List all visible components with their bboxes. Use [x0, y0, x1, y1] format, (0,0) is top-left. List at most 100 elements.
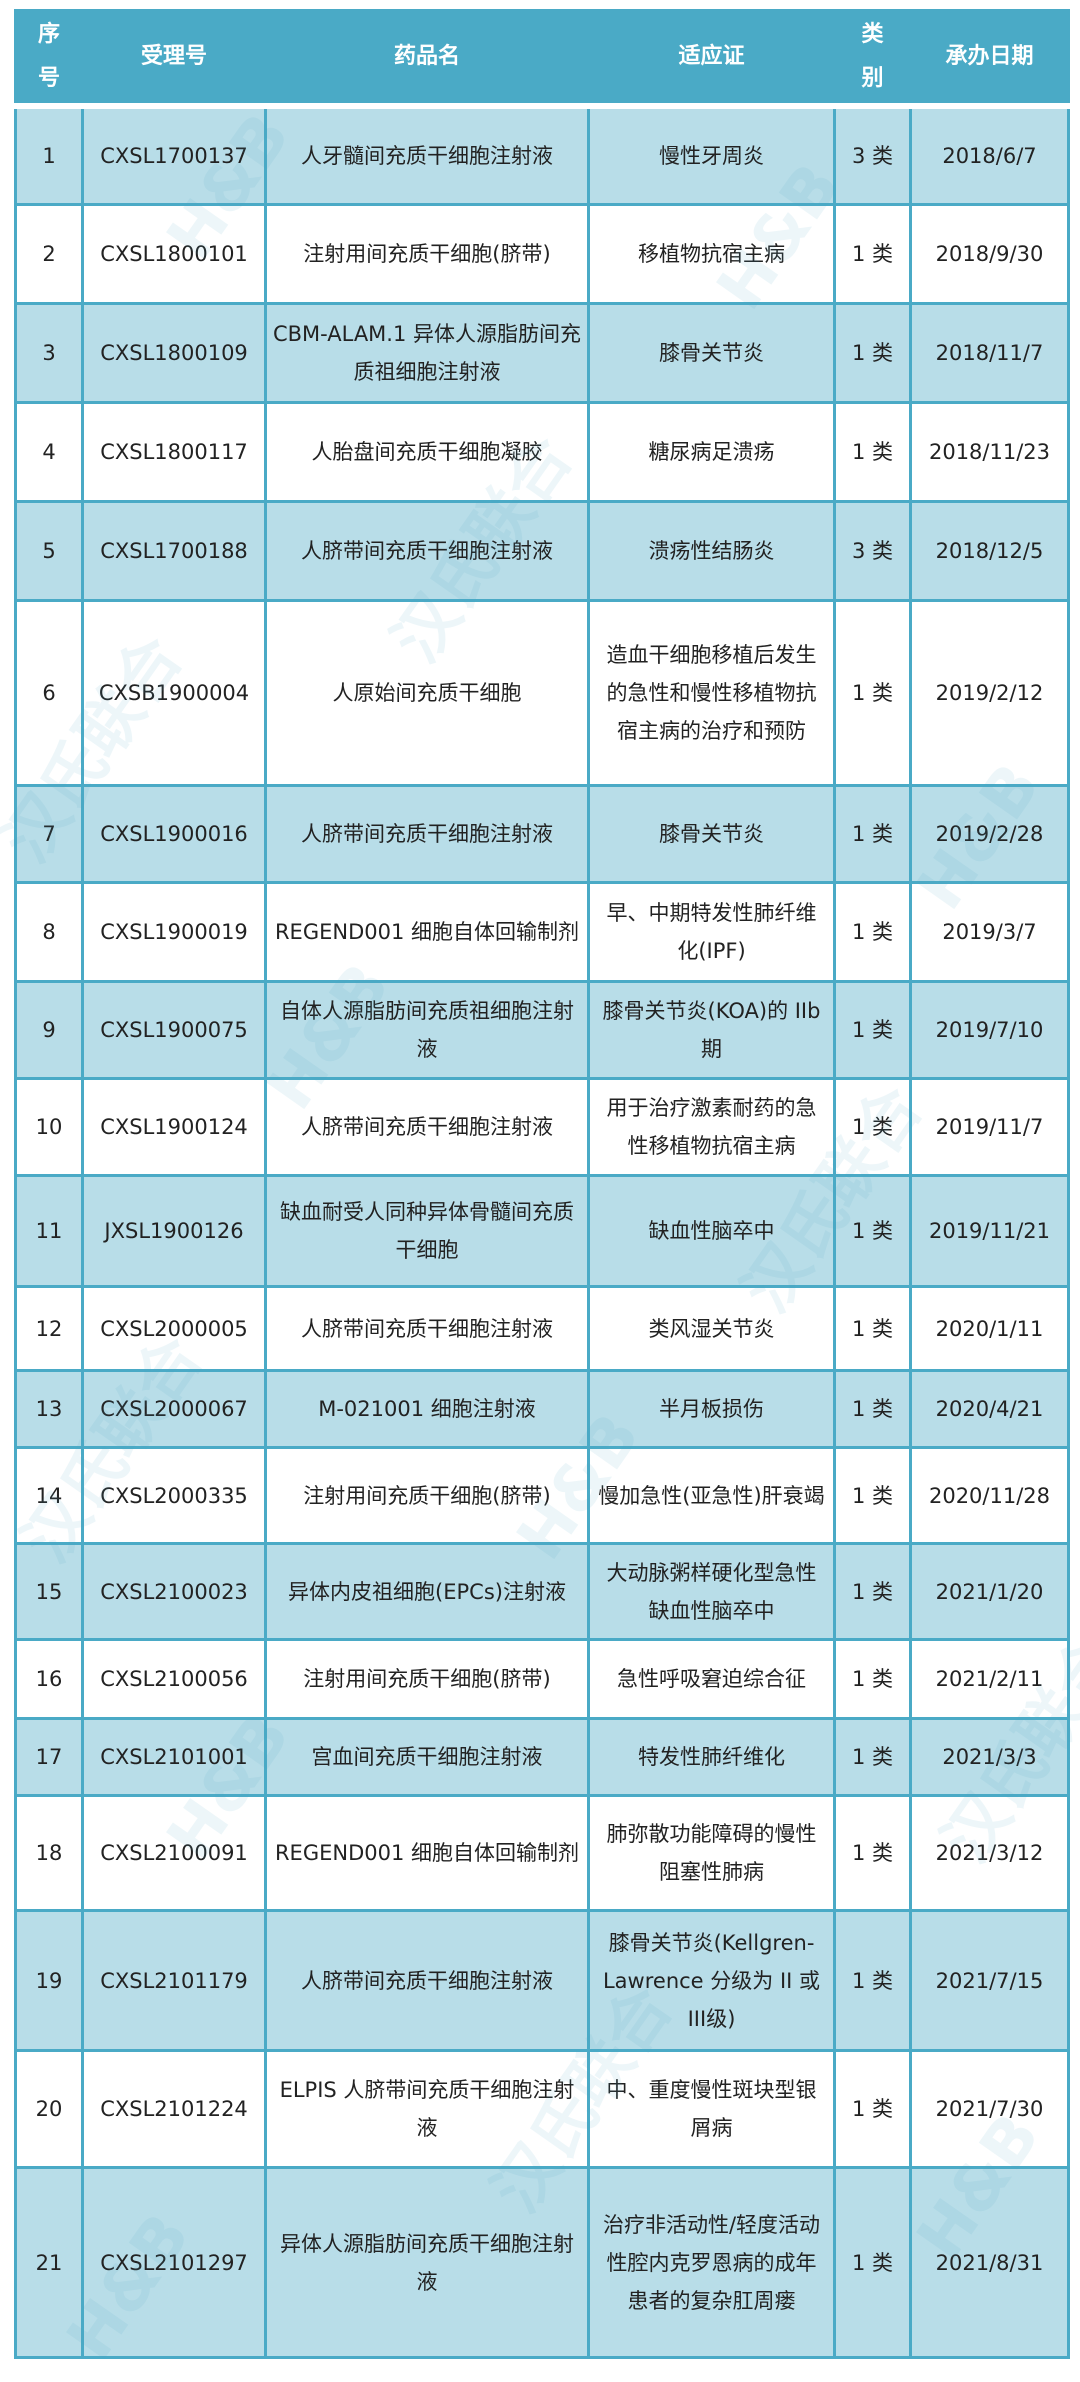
drug-name-cell: 人脐带间充质干细胞注射液 [264, 784, 590, 884]
row-index-cell: 10 [14, 1077, 84, 1177]
row-index-cell: 9 [14, 980, 84, 1080]
category-cell: 1 类 [833, 1369, 912, 1449]
date-cell: 2019/7/10 [909, 980, 1070, 1080]
date-cell: 2021/3/12 [909, 1794, 1070, 1912]
drug-name-cell: 注射用间充质干细胞(脐带) [264, 1638, 590, 1720]
acceptance-no-cell: CXSL2101224 [81, 2049, 267, 2169]
header-category: 类别 [833, 9, 912, 109]
date-cell: 2019/2/28 [909, 784, 1070, 884]
row-index-cell: 20 [14, 2049, 84, 2169]
acceptance-no-cell: CXSL1900124 [81, 1077, 267, 1177]
indication-cell: 类风湿关节炎 [587, 1285, 836, 1372]
drug-name-cell: 注射用间充质干细胞(脐带) [264, 1446, 590, 1545]
indication-cell: 用于治疗激素耐药的急性移植物抗宿主病 [587, 1077, 836, 1177]
row-index-cell: 5 [14, 500, 84, 602]
acceptance-no-cell: CXSL2100056 [81, 1638, 267, 1720]
acceptance-no-cell: CXSL1700137 [81, 104, 267, 206]
row-index-cell: 15 [14, 1542, 84, 1641]
table-row: 15 CXSL2100023 异体内皮祖细胞(EPCs)注射液 大动脉粥样硬化型急性缺… [14, 1542, 1070, 1641]
drug-name-cell: 宫血间充质干细胞注射液 [264, 1717, 590, 1797]
drug-name-cell: 异体内皮祖细胞(EPCs)注射液 [264, 1542, 590, 1641]
acceptance-no-cell: CXSL2101001 [81, 1717, 267, 1797]
date-cell: 2019/3/7 [909, 881, 1070, 983]
indication-cell: 糖尿病足溃疡 [587, 401, 836, 503]
indication-cell: 半月板损伤 [587, 1369, 836, 1449]
category-cell: 1 类 [833, 1077, 912, 1177]
category-cell: 1 类 [833, 2049, 912, 2169]
category-cell: 1 类 [833, 881, 912, 983]
drug-registration-table: 序号 受理号 药品名 适应证 类别 承办日期 1 CXSL1700137 人牙髓间充… [14, 9, 1070, 2359]
category-cell: 1 类 [833, 1174, 912, 1288]
indication-cell: 溃疡性结肠炎 [587, 500, 836, 602]
drug-name-cell: 人脐带间充质干细胞注射液 [264, 500, 590, 602]
drug-name-cell: 自体人源脂肪间充质祖细胞注射液 [264, 980, 590, 1080]
row-index-cell: 14 [14, 1446, 84, 1545]
table-body: 1 CXSL1700137 人牙髓间充质干细胞注射液 慢性牙周炎 3 类 2018/6/7… [14, 104, 1070, 2359]
table-row: 12 CXSL2000005 人脐带间充质干细胞注射液 类风湿关节炎 1 类 2020/1… [14, 1285, 1070, 1372]
category-cell: 1 类 [833, 203, 912, 305]
row-index-cell: 17 [14, 1717, 84, 1797]
drug-name-cell: CBM-ALAM.1 异体人源脂肪间充质祖细胞注射液 [264, 302, 590, 404]
category-cell: 1 类 [833, 1446, 912, 1545]
indication-cell: 膝骨关节炎(Kellgren-Lawrence 分级为 II 或III级) [587, 1909, 836, 2052]
date-cell: 2018/12/5 [909, 500, 1070, 602]
indication-cell: 慢加急性(亚急性)肝衰竭 [587, 1446, 836, 1545]
row-index-cell: 7 [14, 784, 84, 884]
table-row: 10 CXSL1900124 人脐带间充质干细胞注射液 用于治疗激素耐药的急性移植物抗… [14, 1077, 1070, 1177]
acceptance-no-cell: CXSL2100023 [81, 1542, 267, 1641]
category-cell: 1 类 [833, 980, 912, 1080]
row-index-cell: 21 [14, 2166, 84, 2359]
drug-name-cell: 异体人源脂肪间充质干细胞注射液 [264, 2166, 590, 2359]
indication-cell: 膝骨关节炎(KOA)的 IIb 期 [587, 980, 836, 1080]
category-cell: 1 类 [833, 1638, 912, 1720]
indication-cell: 膝骨关节炎 [587, 784, 836, 884]
category-cell: 1 类 [833, 1909, 912, 2052]
acceptance-no-cell: CXSL2000005 [81, 1285, 267, 1372]
table-row: 20 CXSL2101224 ELPIS 人脐带间充质干细胞注射液 中、重度慢性斑块型… [14, 2049, 1070, 2169]
acceptance-no-cell: CXSB1900004 [81, 599, 267, 787]
date-cell: 2019/11/7 [909, 1077, 1070, 1177]
table-row: 5 CXSL1700188 人脐带间充质干细胞注射液 溃疡性结肠炎 3 类 2018/12… [14, 500, 1070, 602]
row-index-cell: 6 [14, 599, 84, 787]
indication-cell: 移植物抗宿主病 [587, 203, 836, 305]
category-cell: 1 类 [833, 1717, 912, 1797]
date-cell: 2020/11/28 [909, 1446, 1070, 1545]
acceptance-no-cell: CXSL1900019 [81, 881, 267, 983]
table-row: 14 CXSL2000335 注射用间充质干细胞(脐带) 慢加急性(亚急性)肝衰竭 1 … [14, 1446, 1070, 1545]
acceptance-no-cell: CXSL1800117 [81, 401, 267, 503]
indication-cell: 膝骨关节炎 [587, 302, 836, 404]
acceptance-no-cell: CXSL1700188 [81, 500, 267, 602]
indication-cell: 治疗非活动性/轻度活动性腔内克罗恩病的成年患者的复杂肛周瘘 [587, 2166, 836, 2359]
acceptance-no-cell: CXSL2101297 [81, 2166, 267, 2359]
row-index-cell: 19 [14, 1909, 84, 2052]
acceptance-no-cell: CXSL2000067 [81, 1369, 267, 1449]
date-cell: 2021/2/11 [909, 1638, 1070, 1720]
row-index-cell: 18 [14, 1794, 84, 1912]
row-index-cell: 4 [14, 401, 84, 503]
category-cell: 1 类 [833, 1285, 912, 1372]
category-cell: 1 类 [833, 1542, 912, 1641]
drug-name-cell: ELPIS 人脐带间充质干细胞注射液 [264, 2049, 590, 2169]
date-cell: 2021/8/31 [909, 2166, 1070, 2359]
date-cell: 2021/3/3 [909, 1717, 1070, 1797]
drug-name-cell: REGEND001 细胞自体回输制剂 [264, 1794, 590, 1912]
date-cell: 2021/7/30 [909, 2049, 1070, 2169]
indication-cell: 中、重度慢性斑块型银屑病 [587, 2049, 836, 2169]
date-cell: 2018/11/23 [909, 401, 1070, 503]
header-indication: 适应证 [587, 9, 836, 109]
row-index-cell: 12 [14, 1285, 84, 1372]
drug-name-cell: 人脐带间充质干细胞注射液 [264, 1077, 590, 1177]
date-cell: 2019/11/21 [909, 1174, 1070, 1288]
table-header-row: 序号 受理号 药品名 适应证 类别 承办日期 [14, 9, 1070, 109]
date-cell: 2018/9/30 [909, 203, 1070, 305]
date-cell: 2019/2/12 [909, 599, 1070, 787]
indication-cell: 肺弥散功能障碍的慢性阻塞性肺病 [587, 1794, 836, 1912]
acceptance-no-cell: CXSL2100091 [81, 1794, 267, 1912]
row-index-cell: 3 [14, 302, 84, 404]
acceptance-no-cell: JXSL1900126 [81, 1174, 267, 1288]
table-row: 18 CXSL2100091 REGEND001 细胞自体回输制剂 肺弥散功能障碍的慢… [14, 1794, 1070, 1912]
indication-cell: 缺血性脑卒中 [587, 1174, 836, 1288]
drug-name-cell: 缺血耐受人同种异体骨髓间充质干细胞 [264, 1174, 590, 1288]
table-row: 17 CXSL2101001 宫血间充质干细胞注射液 特发性肺纤维化 1 类 2021/3… [14, 1717, 1070, 1797]
